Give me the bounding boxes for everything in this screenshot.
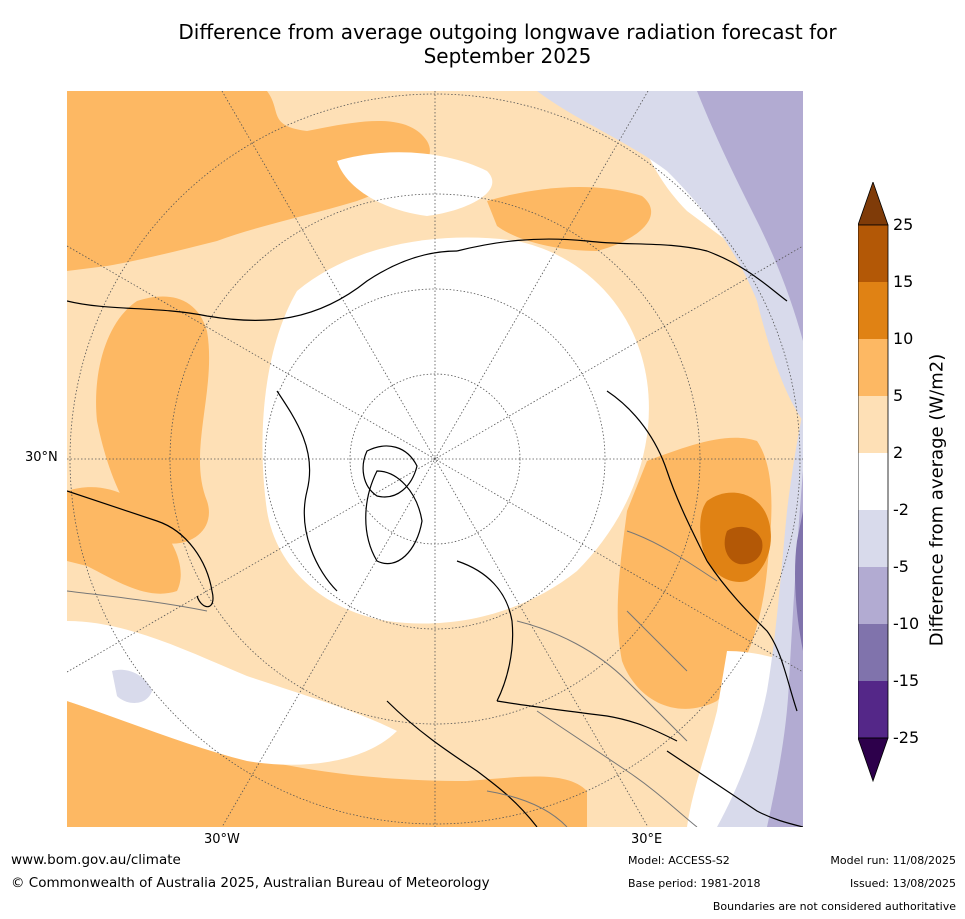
colorbar-tick-2: 2 (893, 443, 904, 462)
colorbar-band-neutral (858, 453, 888, 510)
footer-model-run: Model run: 11/08/2025 (830, 854, 956, 867)
colorbar-outline (858, 224, 889, 739)
colorbar-tick-25: 25 (893, 215, 914, 234)
anomaly-north-pacific-east (487, 186, 652, 251)
colorbar-band-2-5 (858, 396, 888, 453)
lon-label-30e: 30°E (631, 832, 663, 847)
neutral-atlantic (67, 621, 397, 765)
footer-website[interactable]: www.bom.gov.au/climate (11, 852, 181, 868)
anomaly-northeast-negative-mid (697, 91, 803, 341)
colorbar-tick-15: 15 (893, 272, 914, 291)
anomaly-pacific-negative-mid (767, 471, 803, 827)
colorbar-band-5-10 (858, 339, 888, 396)
colorbar-tick-m25: -25 (893, 728, 920, 747)
anomaly-siberia (96, 296, 210, 544)
colorbar (858, 182, 889, 782)
colorbar-band-m10-m5 (858, 567, 888, 624)
colorbar-band-m15-m10 (858, 624, 888, 681)
colorbar-band-10-15 (858, 282, 888, 339)
colorbar-tick-m15: -15 (893, 671, 920, 690)
colorbar-under-arrow (858, 737, 889, 782)
title-line-1: Difference from average outgoing longwav… (178, 20, 837, 44)
anomaly-north-america-east (67, 487, 181, 594)
footer-copyright: © Commonwealth of Australia 2025, Austra… (11, 875, 490, 891)
colorbar-tick-5: 5 (893, 386, 904, 405)
colorbar-band-15-25 (858, 225, 888, 282)
anomaly-mongolia-15-25 (724, 526, 763, 565)
colorbar-band-m5-m2 (858, 510, 888, 567)
country-borders (67, 530, 718, 827)
title-line-2: September 2025 (423, 44, 592, 68)
lat-label-30n: 30°N (25, 450, 58, 465)
footer-issued: Issued: 13/08/2025 (849, 877, 956, 890)
footer-model: Model: ACCESS-S2 (628, 854, 730, 867)
anomaly-pacific-negative-strong (795, 511, 803, 651)
forecast-map (67, 91, 803, 827)
colorbar-tick-m5: -5 (893, 557, 909, 576)
anomaly-atlantic-south (67, 701, 587, 827)
colorbar-tick-10: 10 (893, 329, 914, 348)
neutral-north-pacific (337, 152, 493, 216)
chart-title: Difference from average outgoing longwav… (60, 20, 955, 68)
anomaly-caribbean-negative (112, 669, 152, 703)
anomaly-pacific-negative-light (717, 411, 803, 827)
anomaly-north-pacific (67, 91, 430, 271)
lon-label-30w: 30°W (204, 832, 240, 847)
colorbar-tick-m10: -10 (893, 614, 920, 633)
map-svg (67, 91, 803, 827)
colorbar-tick-m2: -2 (893, 500, 909, 519)
colorbar-title: Difference from average (W/m2) (926, 353, 948, 647)
coastlines (67, 238, 803, 827)
colorbar-band-m25-m15 (858, 681, 888, 738)
graticule (67, 91, 803, 827)
footer-disclaimer: Boundaries are not considered authoritat… (712, 900, 956, 913)
colorbar-over-arrow (858, 182, 889, 226)
footer-base-period: Base period: 1981-2018 (628, 877, 761, 890)
